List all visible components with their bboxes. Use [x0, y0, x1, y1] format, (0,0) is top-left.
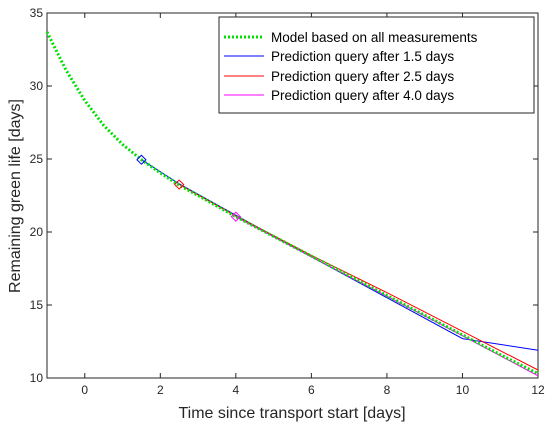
legend: Model based on all measurements Predicti…	[218, 16, 535, 114]
x-tick-label: 2	[157, 383, 164, 397]
legend-label-query-1-5: Prediction query after 1.5 days	[271, 49, 454, 64]
x-tick-label: 4	[233, 383, 240, 397]
x-tick-label: 6	[308, 383, 315, 397]
y-tick-label: 15	[30, 298, 44, 312]
series-line-0	[45, 31, 539, 375]
x-tick-label: 10	[456, 383, 470, 397]
y-axis-ticks: 10 15 20 25 30 35	[30, 6, 538, 385]
x-axis-ticks: 0 2 4 6 8 10 12	[81, 13, 545, 397]
x-axis-title: Time since transport start [days]	[178, 405, 405, 422]
x-tick-label: 12	[531, 383, 545, 397]
y-axis-title: Remaining green life [days]	[7, 99, 24, 293]
diamond-marker-0	[136, 154, 147, 165]
x-tick-label: 8	[384, 383, 391, 397]
diamond-marker-1	[173, 179, 185, 190]
y-tick-label: 30	[30, 79, 44, 93]
diamond-marker-2	[230, 211, 242, 222]
y-tick-label: 35	[30, 6, 44, 20]
series-layer	[45, 31, 539, 377]
x-tick-label: 0	[81, 383, 88, 397]
y-tick-label: 10	[30, 371, 44, 385]
legend-label-query-2-5: Prediction query after 2.5 days	[271, 69, 454, 84]
legend-label-query-4-0: Prediction query after 4.0 days	[271, 88, 454, 103]
legend-box	[218, 16, 535, 114]
y-tick-label: 25	[30, 152, 44, 166]
legend-label-model: Model based on all measurements	[271, 30, 478, 45]
y-tick-label: 20	[30, 225, 44, 239]
series-line-2	[178, 184, 539, 371]
marker-layer	[136, 154, 242, 222]
